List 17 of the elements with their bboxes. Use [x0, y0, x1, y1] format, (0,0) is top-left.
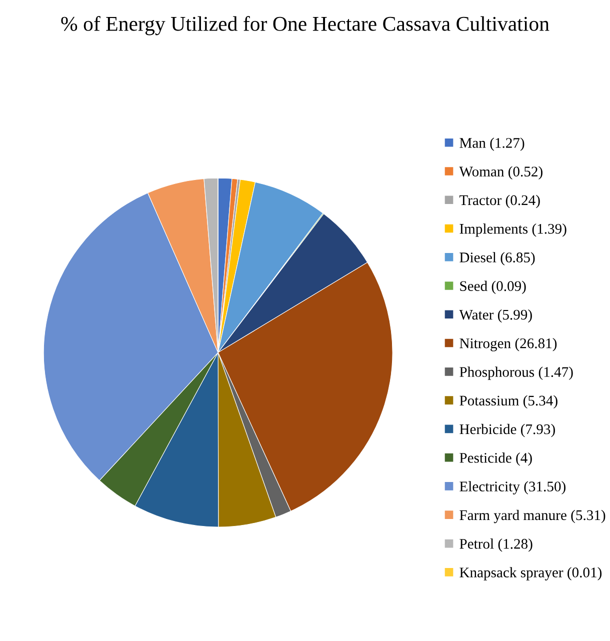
legend-label: Farm yard manure (5.31)	[460, 510, 606, 524]
legend-label: Water (5.99)	[459, 309, 532, 323]
legend-label: Seed (0.09)	[460, 280, 526, 294]
legend-label: Implements (1.39)	[460, 223, 566, 237]
legend-label: Pesticide (4)	[460, 452, 532, 466]
legend-label: Petrol (1.28)	[460, 538, 532, 552]
legend-label: Herbicide (7.93)	[460, 424, 555, 438]
legend-label: Knapsack sprayer (0.01)	[460, 567, 602, 580]
legend-label: Woman (0.52)	[459, 166, 542, 180]
legend-label: Man (1.27)	[460, 138, 524, 151]
legend-label: Nitrogen (26.81)	[460, 338, 557, 352]
chart-title: % of Energy Utilized for One Hectare Cassava Cultivation	[61, 16, 550, 36]
legend-label: Tractor (0.24)	[459, 194, 540, 208]
legend-label: Phosphorous (1.47)	[460, 366, 573, 380]
legend-label: Potassium (5.34)	[460, 395, 558, 409]
legend-label: Electricity (31.50)	[460, 481, 566, 494]
legend-label: Diesel (6.85)	[460, 252, 535, 266]
